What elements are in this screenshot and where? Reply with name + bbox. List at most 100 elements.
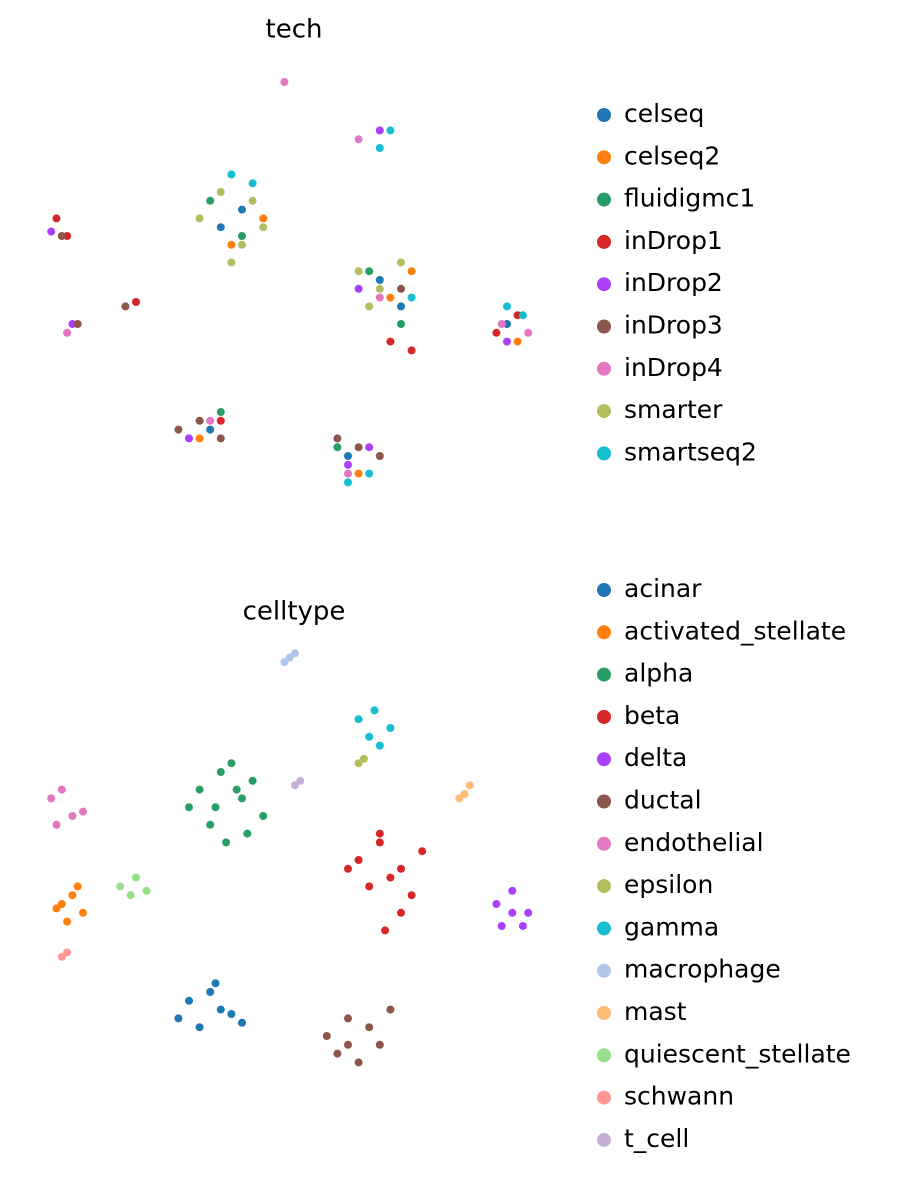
legend-label: endothelial — [624, 828, 764, 857]
point — [503, 337, 511, 346]
point — [418, 847, 427, 856]
legend-label: mast — [624, 997, 687, 1026]
point — [365, 469, 374, 478]
point — [195, 434, 204, 443]
point — [407, 293, 416, 302]
point — [354, 284, 363, 293]
point — [227, 240, 236, 249]
point — [57, 952, 66, 961]
point — [492, 328, 501, 337]
point — [460, 790, 469, 798]
legend-label: quiescent_stellate — [624, 1039, 851, 1068]
point — [132, 298, 140, 306]
legend-label: ductal — [624, 786, 702, 815]
point — [524, 328, 533, 337]
point — [375, 126, 384, 135]
legend-marker — [597, 446, 611, 461]
point — [381, 926, 390, 935]
point — [57, 232, 66, 240]
point — [354, 715, 363, 724]
legend-label: fluidigmc1 — [624, 184, 755, 213]
point — [248, 776, 257, 785]
legend-marker — [597, 319, 611, 334]
point — [455, 794, 464, 803]
point — [195, 416, 204, 425]
legend-label: inDrop3 — [624, 311, 723, 340]
point — [68, 891, 77, 900]
legend-label: celseq2 — [624, 141, 720, 170]
point — [243, 829, 252, 838]
point — [386, 293, 395, 302]
legend-label: smartseq2 — [624, 437, 757, 466]
point — [365, 443, 374, 452]
point — [227, 170, 236, 179]
legend-marker — [597, 1048, 611, 1063]
point — [386, 337, 395, 346]
point — [375, 741, 384, 750]
point — [259, 214, 268, 223]
legend-marker — [597, 1006, 611, 1020]
point — [518, 311, 527, 320]
point — [232, 785, 241, 794]
legend-label: t_cell — [624, 1124, 689, 1153]
point — [492, 900, 501, 908]
point — [216, 223, 225, 232]
point — [185, 803, 193, 812]
point — [285, 653, 294, 662]
point — [47, 794, 56, 803]
point — [296, 776, 305, 785]
point — [375, 829, 384, 838]
legend-marker — [597, 361, 611, 376]
point — [407, 267, 416, 276]
point — [344, 452, 352, 460]
legend-label: inDrop2 — [624, 268, 723, 297]
point — [344, 478, 352, 487]
point — [397, 908, 405, 917]
point — [344, 469, 352, 478]
legend-label: gamma — [624, 912, 719, 941]
point — [206, 416, 215, 425]
legend-marker — [597, 794, 611, 809]
point — [73, 320, 82, 328]
point — [407, 891, 416, 900]
point — [375, 276, 384, 284]
point — [73, 882, 82, 891]
point — [174, 1014, 183, 1023]
legend-label: inDrop1 — [624, 226, 723, 255]
point — [386, 724, 395, 732]
legend-marker — [597, 108, 611, 122]
legend-marker — [597, 1090, 611, 1105]
point — [375, 284, 384, 293]
point — [216, 434, 225, 443]
point — [280, 78, 289, 86]
legend-marker — [597, 879, 611, 894]
point — [216, 768, 225, 776]
point — [63, 917, 72, 926]
point — [354, 135, 363, 144]
point — [291, 781, 299, 790]
legend-marker — [597, 583, 611, 597]
legend-label: acinar — [624, 574, 702, 603]
point — [397, 258, 405, 267]
point — [206, 196, 215, 205]
point — [354, 443, 363, 452]
legend-marker — [597, 192, 611, 207]
point — [365, 882, 374, 891]
point — [238, 205, 246, 214]
point — [333, 443, 342, 452]
point — [354, 469, 363, 478]
point — [375, 452, 384, 460]
point — [126, 891, 135, 900]
legend-marker — [597, 150, 611, 165]
legend-marker — [597, 1132, 611, 1147]
point — [354, 267, 363, 276]
point — [465, 781, 474, 790]
legend-marker — [597, 836, 611, 851]
legend-marker — [597, 404, 611, 419]
point — [397, 284, 405, 293]
point — [227, 258, 236, 267]
point — [508, 886, 517, 895]
point — [195, 785, 204, 794]
point — [375, 144, 384, 152]
